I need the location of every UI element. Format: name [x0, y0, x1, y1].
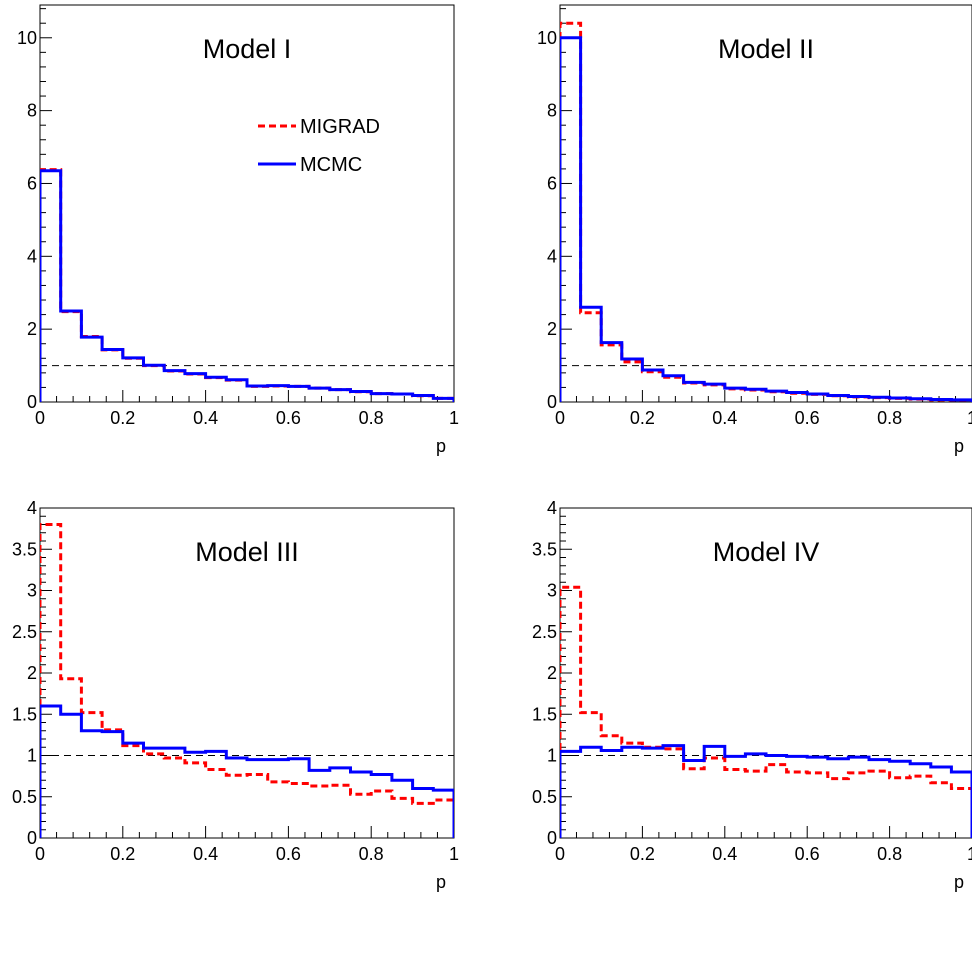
series-mcmc-line: [40, 704, 454, 838]
x-tick-label: 0.6: [276, 844, 301, 864]
x-tick-label: 0: [35, 844, 45, 864]
x-tick-label: 0: [555, 844, 565, 864]
x-tick-label: 0.2: [630, 408, 655, 428]
x-tick-label: 0.8: [877, 844, 902, 864]
y-tick-label: 4: [547, 498, 557, 518]
series-mcmc-line: [40, 169, 454, 402]
x-tick-label: 0.2: [110, 844, 135, 864]
y-tick-label: 6: [547, 173, 557, 193]
x-tick-label: 1: [449, 844, 459, 864]
x-tick-label: 1: [967, 408, 972, 428]
x-axis-label: p: [954, 872, 964, 892]
y-tick-label: 2.5: [12, 622, 37, 642]
y-tick-label: 0: [27, 392, 37, 412]
legend-label-migrad: MIGRAD: [300, 116, 380, 138]
x-axis-label: p: [954, 436, 964, 456]
y-tick-label: 2: [27, 319, 37, 339]
x-tick-label: 0.8: [359, 408, 384, 428]
y-tick-label: 3: [27, 581, 37, 601]
panel-title: Model II: [718, 34, 814, 64]
x-tick-label: 0.2: [110, 408, 135, 428]
y-tick-label: 4: [27, 246, 37, 266]
y-tick-label: 0: [547, 392, 557, 412]
series-mcmc-line: [560, 744, 972, 838]
y-tick-label: 6: [27, 173, 37, 193]
series-migrad-line: [40, 523, 454, 838]
x-tick-label: 0.8: [877, 408, 902, 428]
y-tick-label: 1.5: [12, 704, 37, 724]
y-tick-label: 2: [547, 663, 557, 683]
x-axis-label: p: [436, 872, 446, 892]
panel-title: Model III: [195, 537, 299, 567]
panel-title: Model IV: [713, 537, 820, 567]
x-tick-label: 0.2: [630, 844, 655, 864]
series-mcmc-line: [560, 36, 972, 402]
y-tick-label: 4: [547, 246, 557, 266]
x-tick-label: 0.6: [795, 844, 820, 864]
y-tick-label: 1: [547, 746, 557, 766]
y-tick-label: 1.5: [532, 704, 557, 724]
x-tick-label: 0.4: [712, 844, 737, 864]
y-tick-label: 8: [27, 101, 37, 121]
x-tick-label: 1: [967, 844, 972, 864]
x-tick-label: 0: [35, 408, 45, 428]
y-tick-label: 4: [27, 498, 37, 518]
panel-model-iii: 0 0.2 0.4 0.6 0.8 1 0 0.5 1 1.5 2 2.5 3 3.5 4 p Model II…: [12, 498, 459, 892]
x-tick-label: 0.8: [359, 844, 384, 864]
y-tick-label: 3.5: [12, 539, 37, 559]
y-tick-label: 0: [547, 828, 557, 848]
x-tick-label: 0.4: [193, 844, 218, 864]
x-tick-label: 0.6: [795, 408, 820, 428]
legend: MIGRAD MCMC: [258, 116, 380, 176]
x-tick-label: 0: [555, 408, 565, 428]
y-tick-label: 10: [17, 28, 37, 48]
y-tick-label: 3: [547, 581, 557, 601]
y-tick-label: 10: [537, 28, 557, 48]
y-tick-label: 3.5: [532, 539, 557, 559]
x-tick-label: 1: [449, 408, 459, 428]
y-tick-label: 0: [27, 828, 37, 848]
y-tick-label: 2: [547, 319, 557, 339]
panel-title: Model I: [203, 34, 292, 64]
x-tick-label: 0.6: [276, 408, 301, 428]
legend-label-mcmc: MCMC: [300, 154, 362, 176]
y-tick-label: 2.5: [532, 622, 557, 642]
y-tick-label: 0.5: [532, 787, 557, 807]
y-tick-label: 2: [27, 663, 37, 683]
x-tick-label: 0.4: [193, 408, 218, 428]
x-axis-label: p: [436, 436, 446, 456]
x-tick-label: 0.4: [712, 408, 737, 428]
series-migrad-line: [40, 168, 454, 402]
panel-model-iv: 0 0.2 0.4 0.6 0.8 1 0 0.5 1 1.5 2 2.5 3 3.5 4 p Model IV: [532, 498, 972, 892]
y-tick-label: 0.5: [12, 787, 37, 807]
y-tick-label: 1: [27, 746, 37, 766]
series-migrad-line: [560, 585, 972, 838]
y-tick-label: 8: [547, 101, 557, 121]
